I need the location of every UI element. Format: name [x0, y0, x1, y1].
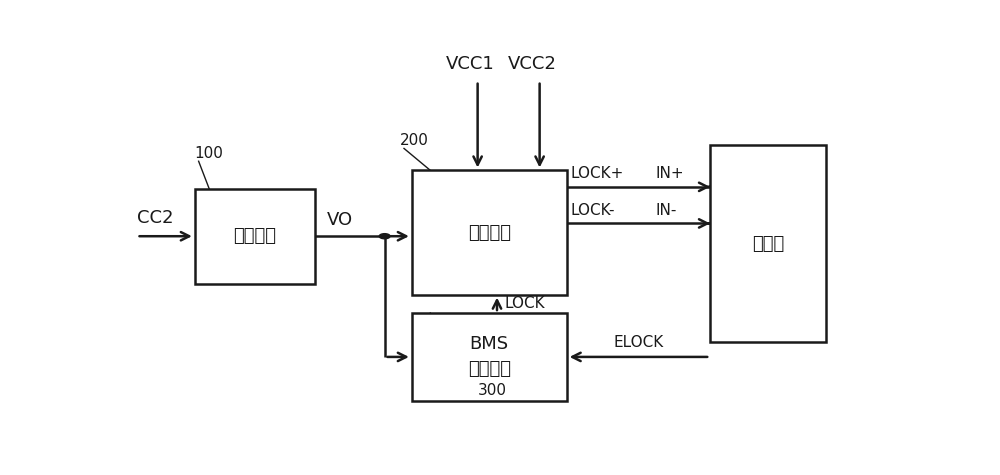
Text: 300: 300 [478, 383, 507, 398]
Text: LOCK+: LOCK+ [571, 166, 624, 181]
Bar [710, 145, 826, 342]
Bar [195, 189, 315, 284]
Text: BMS
主控芯片: BMS 主控芯片 [468, 335, 511, 379]
Bar [412, 171, 567, 294]
Text: VCC1: VCC1 [446, 56, 494, 74]
Text: 200: 200 [400, 133, 429, 148]
Text: 100: 100 [195, 146, 224, 161]
Text: LOCK: LOCK [505, 296, 545, 312]
Text: VCC2: VCC2 [507, 56, 556, 74]
Text: CC2: CC2 [137, 209, 173, 227]
Bar [412, 313, 567, 401]
Text: IN-: IN- [656, 203, 677, 218]
Text: ELOCK: ELOCK [613, 335, 664, 351]
Text: 比较模块: 比较模块 [233, 227, 276, 245]
Text: 电子锁: 电子锁 [752, 235, 784, 253]
Text: 驱动模块: 驱动模块 [468, 224, 511, 242]
Text: VO: VO [326, 211, 353, 229]
Text: LOCK-: LOCK- [571, 203, 615, 218]
Circle shape [379, 234, 390, 239]
Text: IN+: IN+ [656, 166, 684, 181]
